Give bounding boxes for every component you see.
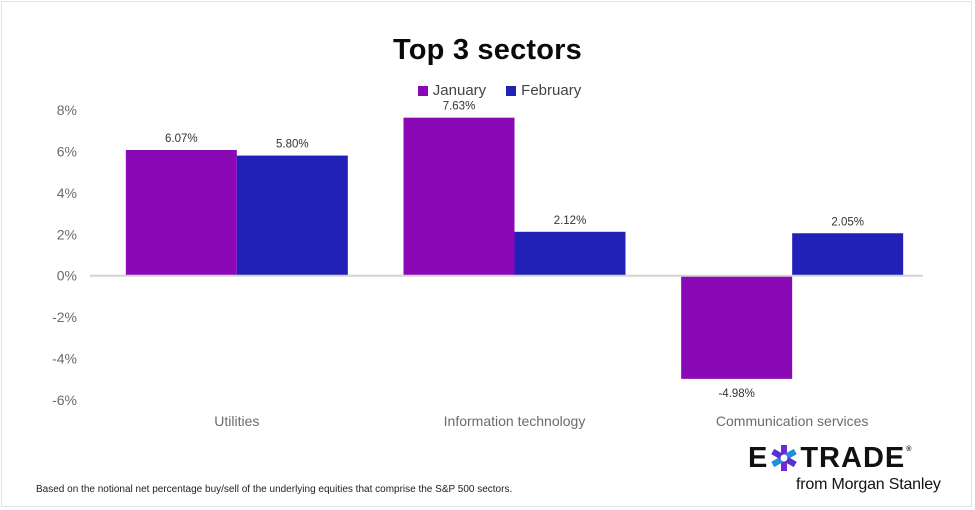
bar-february-0 — [236, 155, 348, 276]
footnote: Based on the notional net percentage buy… — [36, 484, 513, 495]
y-tick-label: -2% — [52, 309, 77, 325]
registered-mark: ® — [906, 446, 913, 453]
chart-title: Top 3 sectors — [392, 34, 582, 66]
etrade-star-icon — [769, 444, 799, 472]
x-tick-label: Communication services — [716, 413, 869, 429]
y-tick-label: 8% — [57, 102, 77, 118]
legend-label-february: February — [521, 82, 582, 99]
legend: January February — [12, 82, 975, 99]
bar-january-1 — [403, 117, 515, 276]
legend-item-january: January — [417, 82, 487, 99]
bar-january-2 — [681, 275, 793, 379]
y-tick-label: -6% — [52, 392, 77, 408]
legend-label-january: January — [432, 82, 487, 99]
logo-subtitle: from Morgan Stanley — [796, 476, 941, 493]
legend-swatch-january — [417, 85, 428, 96]
data-label: -4.98% — [718, 388, 754, 400]
etrade-logo: E TRADE ® from Morgan Stanley — [748, 443, 948, 494]
x-tick-label: Information technology — [444, 413, 586, 429]
y-tick-label: 2% — [57, 226, 77, 242]
y-tick-label: 6% — [57, 143, 77, 159]
bar-february-2 — [792, 233, 904, 276]
data-label: 6.07% — [165, 133, 198, 145]
bar-january-0 — [125, 149, 237, 276]
legend-item-february: February — [506, 82, 581, 99]
y-tick-label: 4% — [57, 185, 77, 201]
data-label: 5.80% — [276, 139, 309, 151]
y-tick-label: -4% — [52, 351, 77, 367]
data-label: 2.05% — [831, 216, 864, 228]
logo-text-e: E — [748, 442, 769, 474]
y-tick-label: 0% — [57, 268, 77, 284]
logo-text-trade: TRADE — [800, 442, 906, 474]
x-tick-label: Utilities — [214, 413, 259, 429]
data-label: 7.63% — [443, 101, 476, 113]
bar-february-1 — [514, 231, 626, 276]
data-label: 2.12% — [554, 215, 587, 227]
legend-swatch-february — [506, 85, 517, 96]
